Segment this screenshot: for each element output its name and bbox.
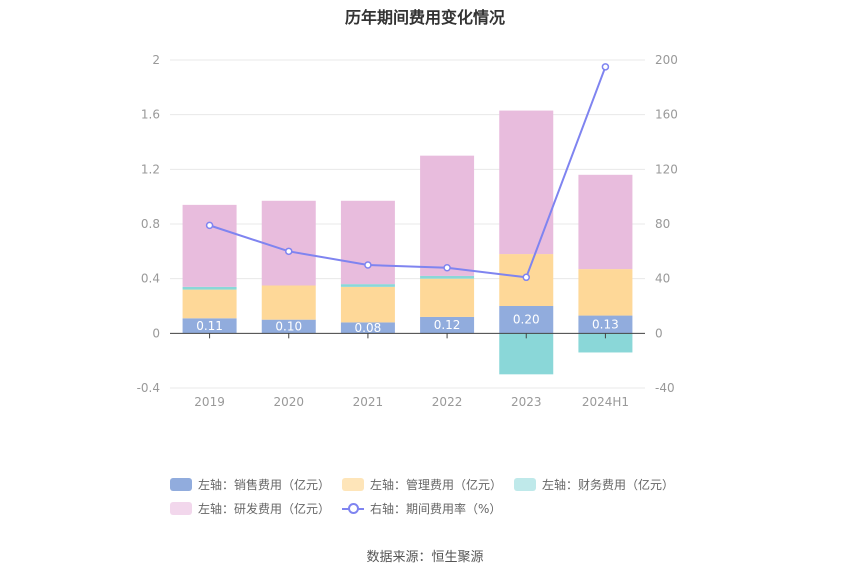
right-tick-label: 160 (655, 108, 678, 122)
data-label: 0.12 (434, 318, 461, 332)
right-tick-label: 200 (655, 53, 678, 67)
bar-segment (420, 275, 475, 279)
legend-swatch-sales (170, 477, 192, 491)
legend-label-rnd: 左轴：研发费用（亿元） (198, 501, 331, 516)
x-tick-label: 2024H1 (582, 395, 629, 409)
zero-baseline (170, 332, 645, 339)
right-tick-label: 40 (655, 272, 670, 286)
data-label: 0.13 (592, 317, 619, 331)
data-labels: 0.11 0.10 0.08 0.12 0.20 0.13 (196, 313, 619, 335)
x-tick-label: 2019 (194, 395, 225, 409)
data-label: 0.10 (275, 320, 302, 334)
bar-segment (499, 333, 554, 375)
bar-segment (420, 316, 475, 334)
legend-swatch-finance (514, 477, 537, 491)
legend-label-admin: 左轴：管理费用（亿元） (370, 477, 503, 492)
bar-segment (420, 155, 475, 276)
x-tick-label: 2020 (273, 395, 304, 409)
legend-item-sales[interactable]: 左轴：销售费用（亿元） (170, 476, 330, 493)
left-tick-label: 0 (152, 326, 160, 340)
left-tick-label: 2 (152, 53, 160, 67)
legend-item-admin[interactable]: 左轴：管理费用（亿元） (342, 476, 502, 493)
left-tick-label: 1.2 (141, 162, 160, 176)
left-tick-label: 0.4 (141, 272, 160, 286)
legend-label-rate: 右轴：期间费用率（%） (370, 501, 502, 516)
legend-label-finance: 左轴：财务费用（亿元） (542, 477, 675, 492)
bar-segment (261, 200, 316, 286)
bar-segment (499, 110, 554, 255)
x-tick-label: 2023 (511, 395, 542, 409)
gridlines (170, 59, 645, 389)
bar-segment (340, 284, 395, 287)
bar-segment (420, 278, 475, 317)
bar-segment (182, 204, 237, 287)
rate-point (601, 63, 610, 71)
rate-point (285, 247, 293, 256)
data-source-note: 数据来源：恒生聚源 (366, 550, 484, 565)
data-label: 0.20 (513, 313, 540, 327)
legend-swatch-rate (342, 502, 365, 515)
rate-point (443, 263, 451, 272)
data-label: 0.08 (355, 321, 382, 335)
legend-item-rate[interactable]: 右轴：期间费用率（%） (342, 500, 501, 517)
bar-segment (578, 315, 633, 334)
bar-segment (261, 319, 316, 334)
left-tick-label: 1.6 (141, 108, 160, 122)
bar-segment (182, 318, 237, 334)
bar-segment (182, 286, 237, 290)
x-tick-label: 2022 (432, 395, 463, 409)
rate-point (522, 273, 530, 282)
data-label: 0.11 (196, 319, 223, 333)
rate-point (364, 261, 372, 269)
legend-swatch-rnd (170, 501, 192, 515)
bar-segment (261, 285, 316, 320)
rate-line-path (209, 66, 607, 279)
x-tick-label: 2021 (353, 395, 384, 409)
bar-segment (499, 306, 554, 334)
right-tick-label: 80 (655, 217, 670, 231)
legend-label-sales: 左轴：销售费用（亿元） (198, 477, 331, 492)
bar-segment (578, 174, 633, 270)
rate-point (205, 221, 214, 230)
right-tick-label: 120 (655, 162, 678, 176)
axis-ticks: 2 200 1.6 160 1.2 120 0.8 80 0.4 40 0 0 -0.4 -40 2019 2… (137, 53, 678, 409)
bar-segment (340, 200, 395, 285)
bar-segment (340, 322, 395, 334)
right-tick-label: -40 (655, 381, 675, 395)
right-tick-label: 0 (655, 326, 663, 340)
bar-group (182, 110, 633, 375)
bar-segment (578, 333, 633, 353)
bar-segment (578, 269, 633, 316)
legend-item-rnd[interactable]: 左轴：研发费用（亿元） (170, 500, 330, 517)
left-tick-label: -0.4 (137, 381, 160, 395)
legend-item-finance[interactable]: 左轴：财务费用（亿元） (514, 476, 674, 493)
legend-swatch-admin (342, 477, 365, 491)
chart-title: 历年期间费用变化情况 (344, 8, 505, 27)
bar-segment (182, 289, 237, 319)
bar-segment (340, 286, 395, 323)
left-tick-label: 0.8 (141, 217, 160, 231)
rate-line (205, 63, 610, 282)
legend: 左轴：销售费用（亿元） 左轴：管理费用（亿元） 左轴：财务费用（亿元） 左轴：研… (170, 472, 710, 520)
